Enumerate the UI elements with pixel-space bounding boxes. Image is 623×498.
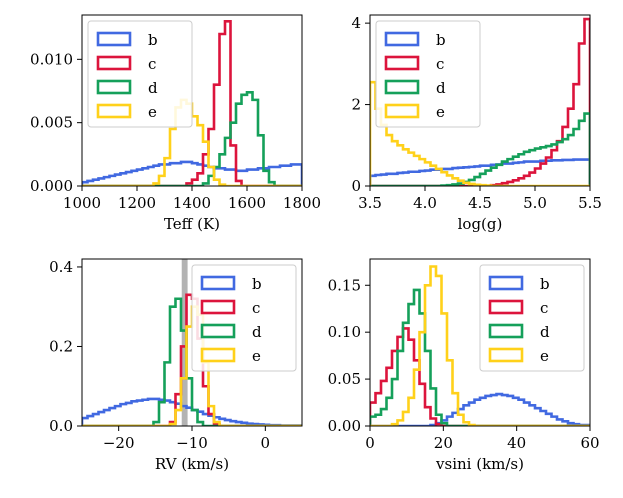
legend-label-c: c [540, 299, 548, 317]
legend-label-d: d [436, 79, 446, 97]
legend-label-d: d [540, 323, 550, 341]
y-tick-label: 0.05 [328, 370, 361, 388]
x-axis-label: Teff (K) [164, 215, 220, 233]
x-tick-label: 5.5 [578, 194, 602, 212]
x-tick-label: 5.0 [523, 194, 547, 212]
legend-label-c: c [148, 55, 156, 73]
x-tick-label: 20 [434, 434, 453, 452]
series-c-histogram [370, 17, 590, 186]
legend-label-b: b [252, 275, 262, 293]
legend-label-d: d [148, 79, 158, 97]
legend-swatch-d [200, 323, 236, 339]
y-tick-label: 0.2 [49, 337, 73, 355]
legend-label-e: e [436, 103, 445, 121]
legend-swatch-c [96, 55, 132, 71]
series-b-histogram [82, 397, 302, 426]
legend-swatch-e [96, 103, 132, 119]
x-tick-label: 60 [580, 434, 599, 452]
legend-label-c: c [436, 55, 444, 73]
x-tick-label: 1600 [228, 194, 266, 212]
legend-label-d: d [252, 323, 262, 341]
series-e-histogram [370, 80, 590, 186]
x-axis-label: RV (km/s) [155, 455, 229, 473]
x-tick-label: 1200 [118, 194, 156, 212]
y-tick-label: 4 [351, 14, 361, 32]
legend-swatch-e [200, 347, 236, 363]
x-axis-label: log(g) [458, 215, 503, 233]
legend-swatch-d [384, 79, 420, 95]
plot-area [370, 17, 590, 186]
legend-swatch-d [488, 323, 524, 339]
y-tick-label: 0.0 [49, 417, 73, 435]
legend-label-b: b [148, 31, 158, 49]
y-tick-label: 0.010 [30, 50, 73, 68]
legend-swatch-b [384, 31, 420, 47]
legend-box [87, 20, 193, 128]
y-tick-label: 0.4 [49, 258, 73, 276]
x-tick-label: 4.5 [468, 194, 492, 212]
legend-box [375, 20, 481, 128]
y-tick-label: 0.00 [328, 417, 361, 435]
x-tick-label: 1800 [283, 194, 321, 212]
legend-label-c: c [252, 299, 260, 317]
series-e-histogram [370, 265, 590, 426]
series-c-histogram [82, 20, 302, 186]
legend-box [479, 264, 585, 372]
y-tick-label: 0 [351, 177, 361, 195]
series-c-histogram [370, 327, 590, 426]
x-tick-label: 1400 [173, 194, 211, 212]
legend-swatch-c [384, 55, 420, 71]
series-d-histogram [370, 112, 590, 186]
x-tick-label: −20 [103, 434, 135, 452]
legend-label-e: e [252, 347, 261, 365]
x-tick-label: 0 [261, 434, 271, 452]
y-tick-label: 0.15 [328, 276, 361, 294]
series-d-histogram [370, 288, 590, 426]
legend-swatch-b [200, 275, 236, 291]
x-tick-label: 1000 [63, 194, 101, 212]
legend-swatch-c [200, 299, 236, 315]
legend-swatch-b [96, 31, 132, 47]
legend-swatch-d [96, 79, 132, 95]
axes-frame [369, 258, 591, 427]
legend-label-b: b [540, 275, 550, 293]
series-b-histogram [370, 158, 590, 186]
shaded-band [181, 259, 188, 426]
chart-panel-1: 1000 1200 1400 1600 1800 0.000 0.005 0.010 Teff … [30, 14, 321, 233]
x-axis-label: vsini (km/s) [435, 455, 524, 473]
legend-swatch-e [488, 347, 524, 363]
legend-label-e: e [540, 347, 549, 365]
legend-swatch-c [488, 299, 524, 315]
x-tick-label: 3.5 [358, 194, 382, 212]
legend-swatch-b [488, 275, 524, 291]
legend-label-e: e [148, 103, 157, 121]
x-tick-label: 4.0 [413, 194, 437, 212]
x-tick-label: 40 [507, 434, 526, 452]
legend-box [191, 264, 297, 372]
y-tick-label: 2 [351, 96, 361, 114]
y-tick-label: 0.000 [30, 177, 73, 195]
x-tick-label: 0 [365, 434, 375, 452]
x-tick-label: −10 [176, 434, 208, 452]
series-b-histogram [82, 160, 302, 186]
legend-label-b: b [436, 31, 446, 49]
y-tick-label: 0.10 [328, 323, 361, 341]
legend-swatch-e [384, 103, 420, 119]
y-tick-label: 0.005 [30, 114, 73, 132]
